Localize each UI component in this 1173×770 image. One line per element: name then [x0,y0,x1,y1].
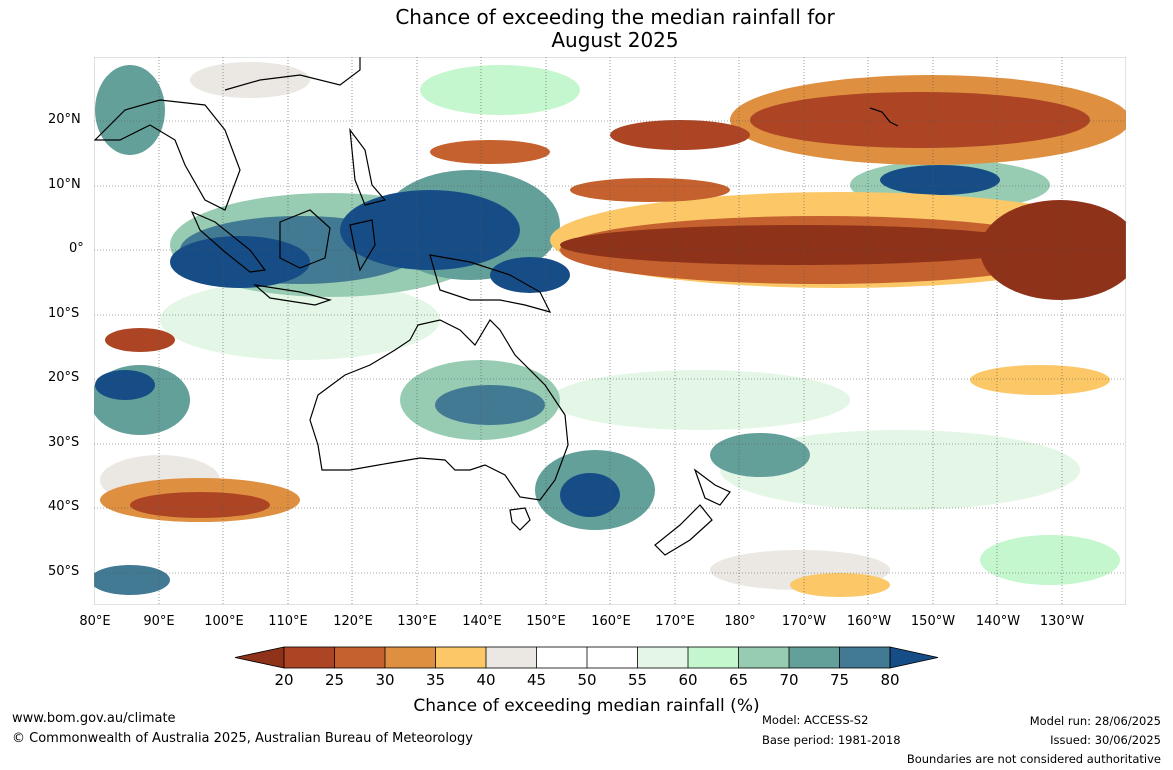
colorbar-high-extension [889,646,939,669]
lon-label-150e: 150°E [526,614,566,629]
colorbar-tick-20: 20 [274,671,294,689]
colorbar-bin-45-50 [536,647,587,668]
lon-label-110e: 110°E [268,614,308,629]
coastlines [94,57,899,556]
lat-label-20n: 20°N [48,112,81,127]
footer-model-run: Model run: 28/06/2025 [1029,714,1161,728]
tasmania-coastline [509,507,531,531]
lon-label-150w: 150°W [910,614,956,629]
colorbar-tick-30: 30 [375,671,395,689]
new-zealand-south-coastline [654,504,713,556]
lon-label-170w: 170°W [781,614,827,629]
footer-issued: Issued: 30/06/2025 [1050,733,1161,747]
colorbar-tick-65: 65 [728,671,749,689]
map-gridlines [94,57,1126,605]
lon-label-100e: 100°E [204,614,244,629]
lat-label-40s: 40°S [48,499,80,514]
lat-label-30s: 30°S [48,435,80,450]
footer-website: www.bom.gov.au/climate [12,711,176,726]
colorbar-bin-35-40 [435,647,486,668]
colorbar-bin-20-25 [284,647,335,668]
colorbar-tick-25: 25 [324,671,345,689]
map-title-line2: August 2025 [551,28,679,52]
lon-label-180: 180° [724,614,756,629]
colorbar-tick-70: 70 [779,671,799,689]
china-coastline [224,57,361,91]
footer-copyright: © Commonwealth of Australia 2025, Austra… [12,731,473,746]
new-guinea-coastline [429,254,552,313]
colorbar-tick-45: 45 [526,671,547,689]
java-coastline [253,284,333,306]
lat-label-20s: 20°S [48,370,80,385]
new-zealand-north-coastline [693,468,731,506]
borneo-coastline [279,209,331,269]
colorbar [234,646,939,669]
sumatra-coastline [190,210,267,273]
lon-label-130e: 130°E [397,614,437,629]
colorbar-bin-30-35 [385,647,436,668]
rainfall-map [94,57,1126,669]
footer-disclaimer: Boundaries are not considered authoritat… [906,752,1161,766]
colorbar-bin-40-45 [486,647,537,668]
lon-label-160w: 160°W [846,614,892,629]
lon-label-90e: 90°E [143,614,175,629]
colorbar-tick-35: 35 [425,671,446,689]
sulawesi-coastline [349,219,376,272]
lon-label-120e: 120°E [333,614,373,629]
colorbar-tick-55: 55 [627,671,648,689]
lon-label-140w: 140°W [975,614,1021,629]
colorbar-tick-80: 80 [880,671,900,689]
indochina-coastline [94,99,241,211]
lon-label-130w: 130°W [1039,614,1085,629]
colorbar-dividers [283,646,891,669]
colorbar-tick-40: 40 [476,671,496,689]
colorbar-bin-60-65 [688,647,739,668]
colorbar-tick-60: 60 [678,671,698,689]
lat-label-10s: 10°S [48,306,80,321]
map-plot-area [94,57,1126,605]
footer-model: Model: ACCESS-S2 [762,713,869,727]
footer-base-period: Base period: 1981-2018 [762,733,901,747]
australia-coastline [309,319,569,501]
lon-label-80e: 80°E [79,614,111,629]
colorbar-bin-70-75 [789,647,840,668]
colorbar-low-extension [234,646,285,669]
colorbar-tick-50: 50 [577,671,597,689]
lon-label-160e: 160°E [591,614,631,629]
lat-label-equator: 0° [69,241,84,256]
colorbar-title: Chance of exceeding median rainfall (%) [413,696,760,716]
colorbar-bin-50-55 [587,647,638,668]
colorbar-bin-55-60 [637,647,688,668]
below-median-regions [100,75,1126,597]
colorbar-tick-75: 75 [829,671,850,689]
map-title-line1: Chance of exceeding the median rainfall … [395,5,835,29]
lat-label-50s: 50°S [48,564,80,579]
lat-label-10n: 10°N [48,177,81,192]
colorbar-bin-75-80 [839,647,890,668]
colorbar-bin-25-30 [334,647,385,668]
philippines-coastline [349,127,387,206]
hawaii-coastline [869,107,899,127]
lon-label-170e: 170°E [655,614,695,629]
lon-label-140e: 140°E [462,614,502,629]
colorbar-bin-65-70 [738,647,789,668]
